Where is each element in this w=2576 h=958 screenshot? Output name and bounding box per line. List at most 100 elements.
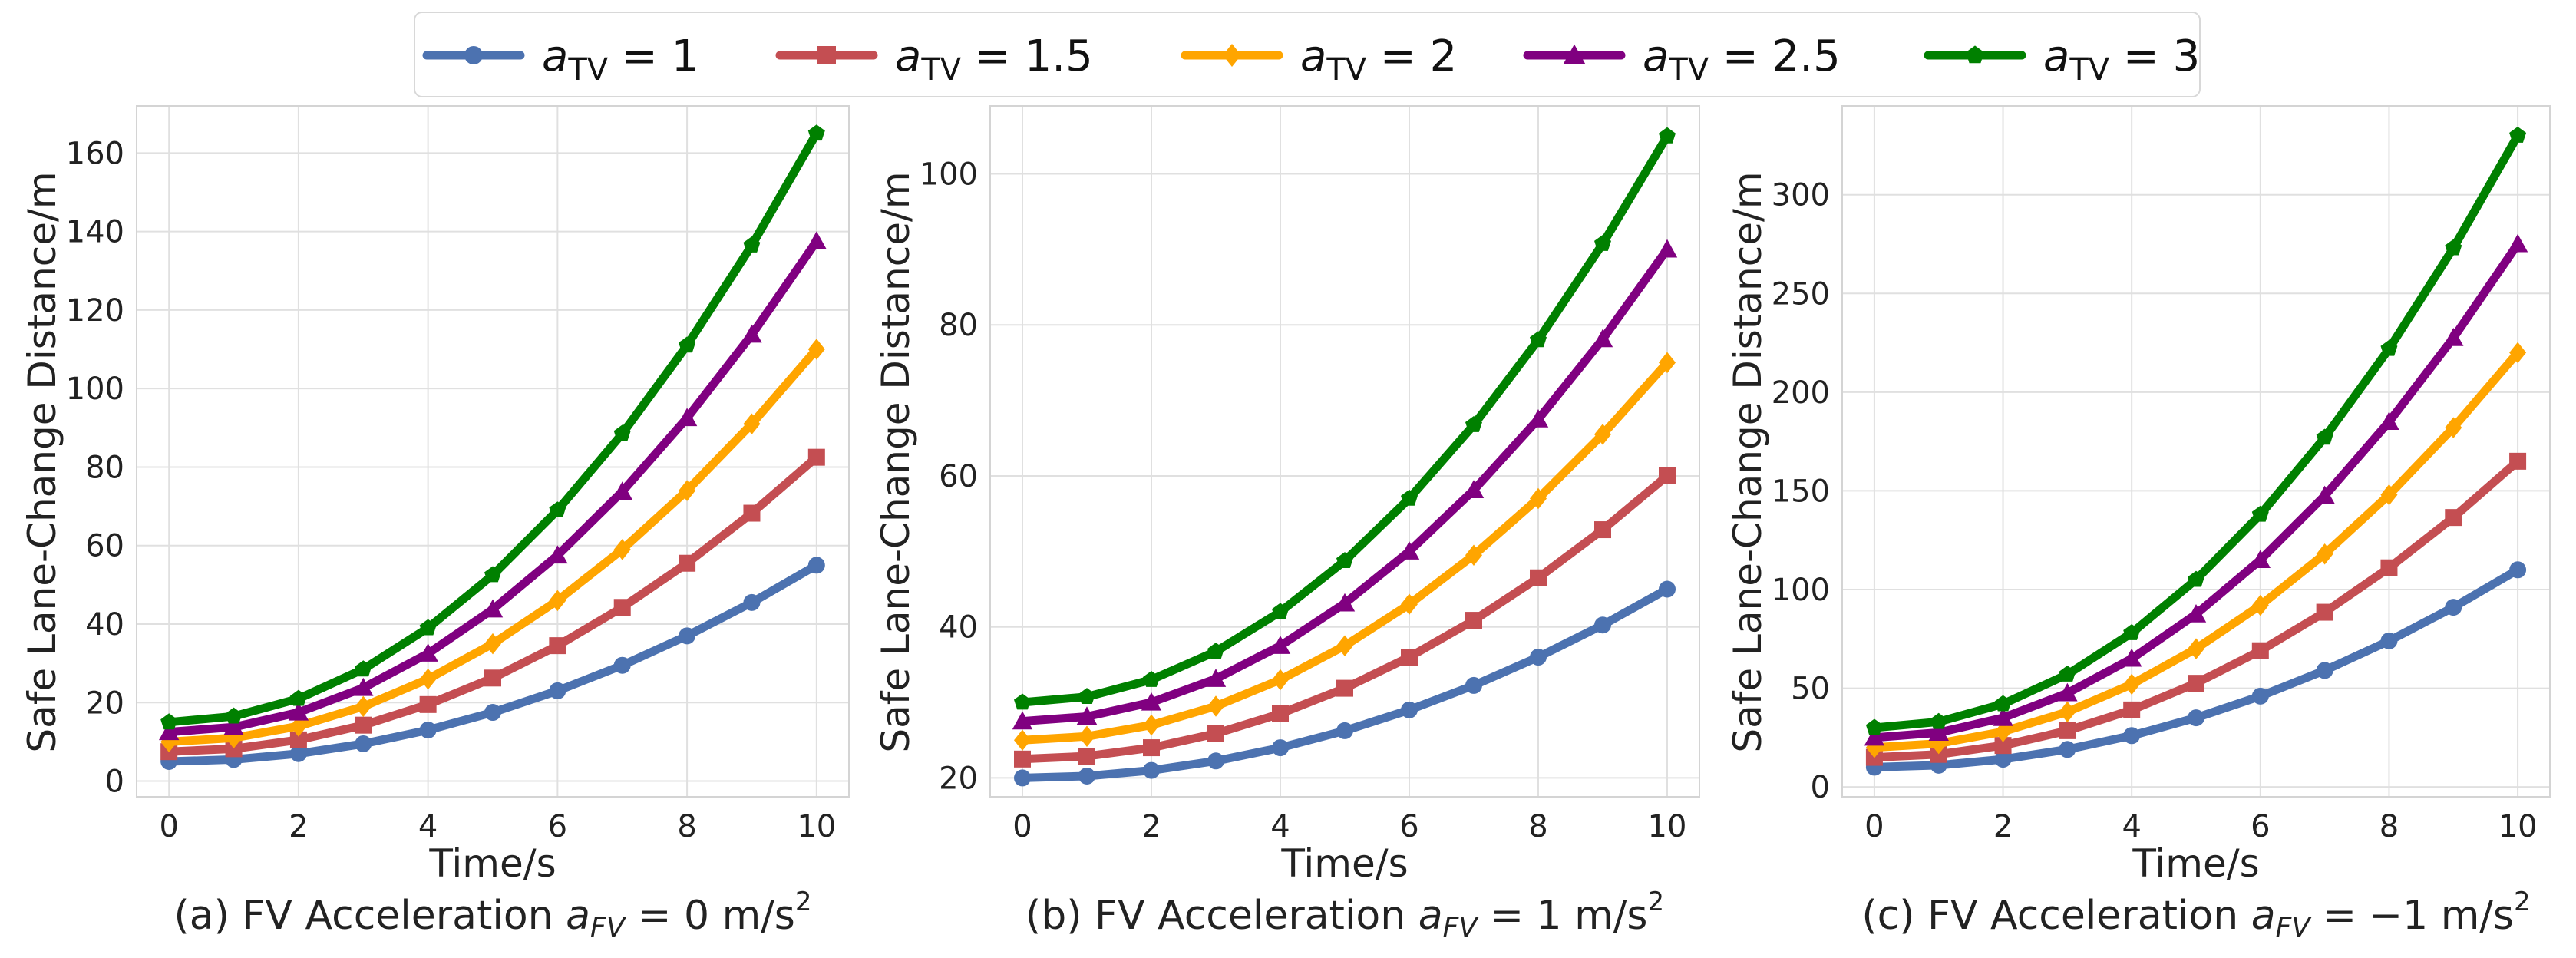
legend-equals: = bbox=[608, 31, 672, 81]
data-point bbox=[1207, 643, 1224, 659]
x-tick-label: 2 bbox=[1993, 809, 2013, 844]
series-2 bbox=[1865, 452, 2527, 766]
data-point bbox=[2059, 666, 2076, 682]
y-tick-label: 300 bbox=[1772, 178, 1830, 213]
legend-subscript: TV bbox=[1326, 52, 1366, 88]
data-point bbox=[741, 324, 762, 343]
legend-box bbox=[414, 12, 2201, 97]
y-tick-label: 60 bbox=[85, 529, 124, 564]
data-point bbox=[2380, 559, 2398, 576]
data-point bbox=[743, 593, 761, 611]
data-point bbox=[679, 480, 696, 501]
data-point bbox=[743, 413, 761, 434]
data-point bbox=[419, 619, 437, 636]
data-point bbox=[419, 722, 437, 739]
x-tick-label: 10 bbox=[2498, 809, 2538, 844]
data-point bbox=[484, 566, 501, 583]
data-point bbox=[484, 704, 501, 722]
data-point bbox=[1994, 751, 2012, 768]
data-point bbox=[1465, 416, 1482, 432]
legend-subscript: TV bbox=[2069, 52, 2109, 88]
data-point bbox=[1272, 669, 1289, 691]
legend-entry-5: aTV = 3 bbox=[1924, 31, 2200, 88]
data-point bbox=[1078, 725, 1095, 748]
data-point bbox=[1143, 671, 1160, 687]
data-point bbox=[484, 669, 501, 687]
legend-equals: = bbox=[1366, 31, 1430, 81]
y-tick-label: 40 bbox=[85, 607, 124, 643]
series-4 bbox=[1864, 233, 2528, 746]
data-point bbox=[613, 599, 631, 616]
series-1 bbox=[1865, 561, 2527, 776]
series-5 bbox=[1014, 127, 1676, 710]
data-point bbox=[2251, 594, 2269, 616]
plot-frame bbox=[136, 105, 850, 798]
data-point bbox=[2185, 603, 2207, 623]
data-point bbox=[1207, 695, 1224, 717]
panel-caption: (b) FV Acceleration aFV = 1 m/s2 bbox=[1025, 887, 1664, 943]
data-point bbox=[1336, 635, 1353, 657]
data-point bbox=[1078, 688, 1095, 704]
data-point bbox=[355, 695, 372, 718]
data-point bbox=[1659, 127, 1676, 144]
legend-label: aTV = 3 bbox=[2043, 31, 2200, 88]
data-point bbox=[2380, 632, 2398, 649]
y-axis-label: Safe Lane-Change Distance/m bbox=[1726, 171, 1770, 752]
data-point bbox=[1076, 706, 1098, 725]
data-point bbox=[355, 660, 372, 677]
data-point bbox=[1141, 692, 1162, 711]
x-axis-label: Time/s bbox=[1280, 841, 1408, 886]
series-3 bbox=[160, 339, 825, 753]
data-point bbox=[1078, 748, 1095, 765]
data-point bbox=[1014, 769, 1031, 787]
data-point bbox=[807, 124, 825, 141]
data-point bbox=[2251, 642, 2269, 659]
x-tick-label: 8 bbox=[1528, 809, 1547, 844]
legend-label: aTV = 1.5 bbox=[895, 31, 1093, 88]
data-point bbox=[2057, 682, 2078, 702]
data-point bbox=[1336, 552, 1353, 568]
series-1 bbox=[1014, 580, 1676, 787]
y-tick-label: 100 bbox=[66, 372, 124, 407]
data-point bbox=[2316, 543, 2333, 565]
data-point bbox=[1659, 467, 1676, 484]
data-point bbox=[2059, 741, 2076, 758]
data-point bbox=[1659, 580, 1676, 598]
data-point bbox=[1143, 761, 1160, 779]
data-point bbox=[2316, 428, 2333, 445]
series-2 bbox=[1014, 467, 1676, 768]
data-point bbox=[2250, 550, 2271, 568]
y-tick-label: 120 bbox=[66, 293, 124, 329]
x-tick-label: 6 bbox=[548, 809, 567, 844]
y-tick-label: 160 bbox=[66, 136, 124, 171]
data-point bbox=[1994, 695, 2012, 712]
data-point bbox=[1530, 569, 1547, 586]
data-point bbox=[2445, 239, 2462, 256]
y-tick-label: 150 bbox=[1772, 474, 1830, 509]
y-tick-label: 50 bbox=[1791, 672, 1830, 707]
chart-panel-2: 0 2 4 6 8 10 20 40 60 80 100 Time/s Safe Lane-Change… bbox=[874, 105, 1700, 943]
data-point bbox=[2380, 484, 2398, 506]
caption-superscript: 2 bbox=[2514, 887, 2531, 917]
legend-value: 2 bbox=[1430, 31, 1458, 81]
data-point bbox=[1205, 669, 1227, 687]
legend-entry-2: aTV = 1.5 bbox=[775, 31, 1093, 88]
legend: aTV = 1 aTV = 1.5 aTV = 2 aTV = 2.5 aTV = 3 bbox=[414, 12, 2201, 97]
data-point bbox=[225, 707, 243, 724]
legend-entry-3: aTV = 2 bbox=[1181, 31, 1458, 88]
data-point bbox=[2507, 233, 2528, 253]
legend-equals: = bbox=[1709, 31, 1772, 81]
data-point bbox=[158, 722, 180, 741]
x-tick-label: 6 bbox=[2251, 809, 2270, 844]
y-tick-label: 60 bbox=[939, 459, 978, 494]
data-point bbox=[1594, 521, 1611, 539]
y-tick-label: 200 bbox=[1772, 375, 1830, 411]
data-point bbox=[2059, 722, 2076, 739]
data-point bbox=[1270, 636, 1291, 654]
data-point bbox=[1930, 712, 1947, 729]
data-point bbox=[1594, 616, 1611, 634]
data-point bbox=[549, 682, 566, 699]
caption-prefix: (a) FV Acceleration bbox=[173, 893, 566, 939]
caption-variable: a bbox=[566, 893, 590, 939]
